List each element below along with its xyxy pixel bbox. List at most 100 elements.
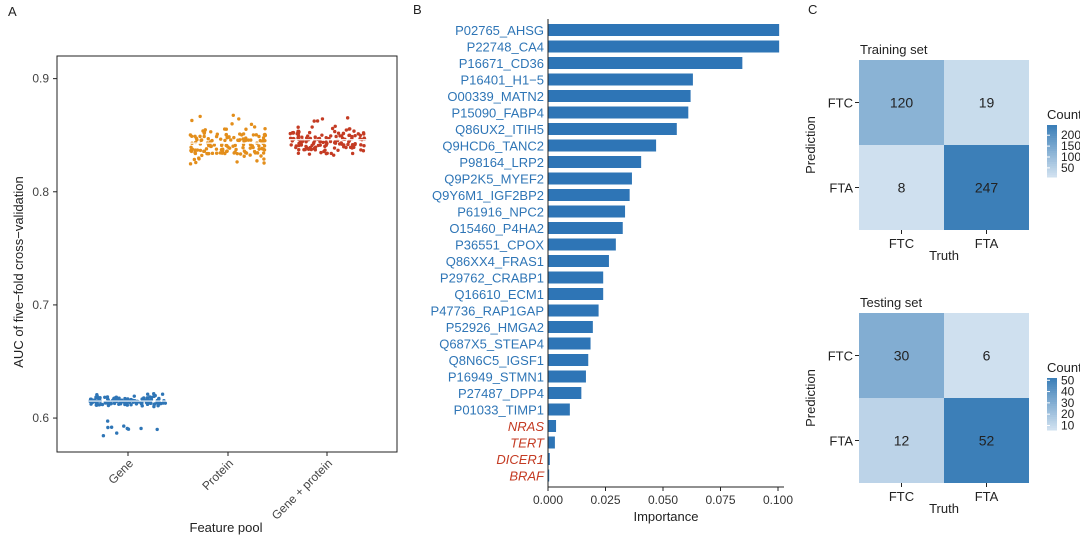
panel-a-series-2 <box>287 116 367 157</box>
panel-a-point <box>198 148 203 153</box>
panel-a-point <box>242 154 246 158</box>
panel-a-point <box>333 124 337 128</box>
heatmap-legend-step <box>1047 140 1057 143</box>
panel-a-point <box>304 144 308 149</box>
heatmap-y-tick-label: FTC <box>828 96 853 111</box>
heatmap-legend-tick-label: 200 <box>1061 128 1080 142</box>
panel-a-point <box>126 427 131 431</box>
panel-b-bar <box>548 304 599 317</box>
panel-a-point <box>323 144 327 149</box>
panel-a-point <box>237 117 241 121</box>
panel-a-point <box>361 149 366 153</box>
panel-a-point <box>225 149 229 153</box>
panel-b-bar <box>548 205 626 218</box>
panel-a-point <box>155 427 159 432</box>
panel-a-point <box>230 122 234 126</box>
heatmap-legend-step <box>1047 401 1057 405</box>
heatmap-cell-value: 52 <box>979 433 995 449</box>
panel-a-point <box>227 135 231 139</box>
heatmap-title: Training set <box>860 42 928 57</box>
panel-b-bar <box>548 90 691 102</box>
heatmap-cell-value: 120 <box>890 95 914 111</box>
panel-b-x-axis: 0.000 0.025 0.050 0.075 0.100 <box>533 19 793 507</box>
panel-a-point <box>297 141 301 146</box>
panel-a-point <box>112 396 116 401</box>
panel-a-point <box>262 144 267 148</box>
panel-a-point <box>139 401 144 406</box>
panel-b-bar <box>548 172 632 185</box>
panel-b-x-tick-label: 0.025 <box>590 493 620 507</box>
panel-a-point <box>241 145 245 150</box>
heatmap-legend-tick-label: 40 <box>1061 385 1075 399</box>
panel-a-point <box>318 143 322 147</box>
panel-a-point <box>220 151 224 155</box>
heatmap-cell-value: 6 <box>983 348 991 364</box>
heatmap-legend-step <box>1047 168 1057 171</box>
heatmap-legend-step <box>1047 161 1057 165</box>
heatmap-y-tick-label: FTA <box>829 434 853 449</box>
panel-b-bar-label: P61916_NPC2 <box>457 205 544 220</box>
panel-a-point <box>333 129 337 134</box>
heatmap-legend-step <box>1047 395 1057 398</box>
heatmap-legend-step <box>1047 427 1057 431</box>
panel-a-point <box>313 148 318 152</box>
panel-a-point <box>194 160 198 165</box>
heatmap-cell-value: 247 <box>975 180 999 196</box>
panel-b-bar <box>548 453 550 465</box>
panel-a-point <box>246 138 251 142</box>
heatmap-legend-step <box>1047 397 1057 401</box>
panel-b-bar-label: Q8N6C5_IGSF1 <box>449 353 544 368</box>
heatmap-legend-step <box>1047 170 1057 174</box>
panel-a-point <box>321 140 325 145</box>
heatmap-legend-tick-label: 10 <box>1061 418 1075 432</box>
panel-a-point <box>325 141 329 146</box>
panel-b-bar <box>548 73 693 86</box>
panel-b-bar <box>548 189 630 201</box>
panel-b-bar-label: Q16610_ECM1 <box>454 287 544 302</box>
panel-a-point <box>152 402 157 406</box>
panel-b-bar <box>548 387 582 399</box>
panel-b-bar-label: O15460_P4HA2 <box>449 221 544 236</box>
panel-a-auc-scatter: 0.6 0.7 0.8 0.9 Gene Protein Gene + protein AU… <box>11 55 398 535</box>
panel-a-point <box>241 137 245 141</box>
heatmap-cell <box>944 60 1029 145</box>
heatmap-legend-step <box>1047 417 1057 420</box>
panel-a-point <box>261 151 266 155</box>
panel-a-point <box>190 134 194 138</box>
panel-b-bar <box>548 271 604 284</box>
panel-a-point <box>313 145 318 149</box>
heatmap-cell-value: 12 <box>894 433 910 449</box>
panel-a-point <box>291 131 295 135</box>
panel-b-bar <box>548 321 593 333</box>
panel-a-point <box>249 122 254 127</box>
panel-a-point <box>255 159 259 163</box>
panel-b-bar-label: P98164_LRP2 <box>459 155 544 170</box>
heatmap-legend-step <box>1047 129 1057 132</box>
panel-a-point <box>232 135 236 140</box>
panel-a-point <box>307 146 311 151</box>
panel-a-axes <box>56 55 398 453</box>
panel-a-point <box>324 151 329 156</box>
heatmap-legend-step <box>1047 393 1057 396</box>
panel-a-point <box>103 395 107 399</box>
panel-a-point <box>329 151 333 156</box>
panel-a-point <box>129 402 133 407</box>
panel-a-point <box>248 146 252 150</box>
panel-a-point <box>224 132 229 137</box>
panel-b-bar-label: Q9P2K5_MYEF2 <box>444 172 544 187</box>
panel-b-x-tick-label: 0.000 <box>533 493 563 507</box>
heatmap-cell-value: 19 <box>979 95 995 111</box>
panel-a-point <box>336 148 340 152</box>
panel-a-point <box>362 144 366 148</box>
panel-b-bar-label: P36551_CPOX <box>455 238 544 253</box>
panel-a-point <box>328 139 333 144</box>
panel-a-point <box>134 402 139 406</box>
panel-a-y-axis-label: AUC of five−fold cross−validation <box>11 176 26 367</box>
panel-label-b: B <box>413 2 422 17</box>
panel-a-point <box>350 143 355 147</box>
panel-b-bar <box>548 436 555 449</box>
panel-a-point <box>244 127 248 131</box>
heatmap-legend-title: Count <box>1047 107 1080 122</box>
panel-a-point <box>352 145 356 150</box>
